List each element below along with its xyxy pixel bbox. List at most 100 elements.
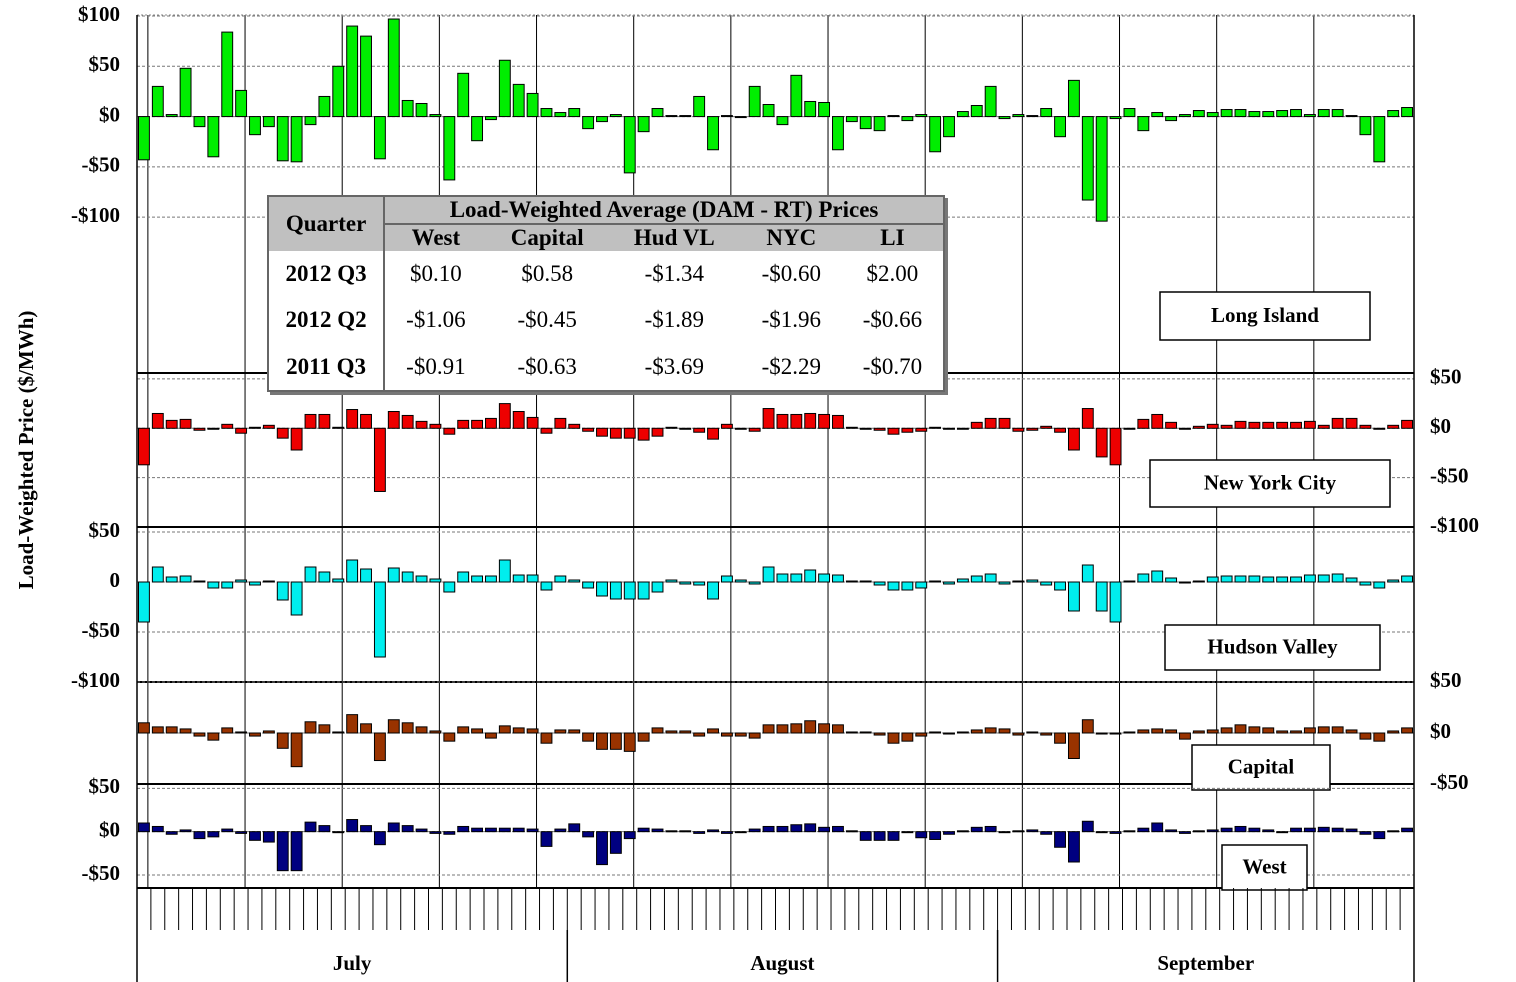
bar <box>540 581 553 591</box>
bar <box>1290 109 1302 118</box>
bar <box>1401 727 1413 734</box>
bar <box>1192 580 1205 583</box>
bar <box>596 831 608 866</box>
bar <box>1262 421 1275 429</box>
bar <box>304 413 317 429</box>
bar <box>707 116 719 151</box>
bar <box>193 831 206 840</box>
table-cell: -$1.06 <box>406 307 466 333</box>
bar <box>1373 116 1386 163</box>
bar <box>693 427 706 433</box>
bar <box>457 825 470 833</box>
y-tick-label: $50 <box>89 518 121 542</box>
bar <box>901 831 914 834</box>
table-cell: -$0.63 <box>517 353 577 379</box>
bar <box>1331 726 1344 734</box>
bar <box>929 831 942 840</box>
bar <box>346 819 359 833</box>
bar <box>207 427 220 430</box>
bar <box>332 831 345 834</box>
bar <box>429 114 442 118</box>
bar <box>1387 830 1400 833</box>
bar <box>151 566 164 583</box>
y-tick-label: -$100 <box>71 668 120 692</box>
bar <box>637 732 650 742</box>
bar <box>984 727 997 734</box>
bar <box>998 417 1011 429</box>
bar <box>1137 729 1150 734</box>
bar <box>1317 726 1330 734</box>
bar <box>1179 831 1191 834</box>
bar <box>596 116 608 123</box>
bar <box>984 825 997 833</box>
bar <box>1081 564 1094 583</box>
bar <box>1234 109 1247 118</box>
bar <box>401 414 414 429</box>
bar <box>845 580 858 583</box>
bar <box>1317 826 1330 833</box>
bar <box>1026 731 1039 734</box>
bar <box>693 831 706 834</box>
bar <box>554 575 567 583</box>
y-tick-label: -$100 <box>1430 513 1479 537</box>
bar <box>512 827 525 833</box>
bar <box>498 559 511 583</box>
bar <box>138 822 150 833</box>
bar <box>734 579 747 583</box>
bar <box>332 65 345 118</box>
bar <box>471 419 484 429</box>
bar <box>1012 732 1025 736</box>
bar <box>915 732 928 737</box>
column-header: Capital <box>486 224 608 251</box>
bar <box>1026 427 1039 431</box>
bar <box>1151 728 1164 734</box>
bar <box>901 116 914 122</box>
bar <box>471 827 484 833</box>
bar <box>1345 577 1358 583</box>
bar <box>693 95 706 118</box>
bar <box>1192 830 1205 833</box>
bar <box>1387 424 1400 429</box>
bar <box>1012 830 1025 833</box>
bar <box>1067 732 1080 759</box>
bar <box>1151 112 1164 118</box>
bar <box>429 831 442 834</box>
bar <box>1373 732 1386 742</box>
bar <box>1303 114 1316 118</box>
bar <box>1040 581 1053 586</box>
bar <box>1095 732 1108 735</box>
bar <box>318 571 331 583</box>
bar <box>262 116 275 128</box>
bar <box>1234 420 1247 429</box>
bar <box>1206 829 1219 833</box>
bar <box>471 575 484 583</box>
bar <box>1123 427 1136 430</box>
bar <box>290 732 303 768</box>
bar <box>262 730 275 734</box>
bar <box>609 581 622 600</box>
bar <box>734 732 747 737</box>
bar <box>720 831 733 834</box>
table-row: 2011 Q3 -$0.91 -$0.63 -$3.69 -$2.29 -$0.70 <box>269 343 943 390</box>
bar <box>138 581 150 623</box>
bar <box>498 827 511 833</box>
bar <box>1359 831 1372 835</box>
bar <box>582 116 595 130</box>
bar <box>360 568 372 583</box>
bar <box>1303 827 1316 833</box>
bar <box>512 574 525 583</box>
bar <box>1165 829 1178 833</box>
bar <box>151 412 164 429</box>
bar <box>235 831 248 834</box>
y-tick-label: -$50 <box>1430 770 1469 794</box>
bar <box>540 427 553 434</box>
month-label: August <box>750 951 814 975</box>
bar <box>679 730 692 734</box>
bar <box>373 427 386 492</box>
bar <box>582 427 595 432</box>
bar <box>623 116 636 174</box>
bar <box>1401 827 1413 833</box>
bar <box>804 412 817 429</box>
bar <box>679 830 692 833</box>
bar <box>471 728 484 734</box>
